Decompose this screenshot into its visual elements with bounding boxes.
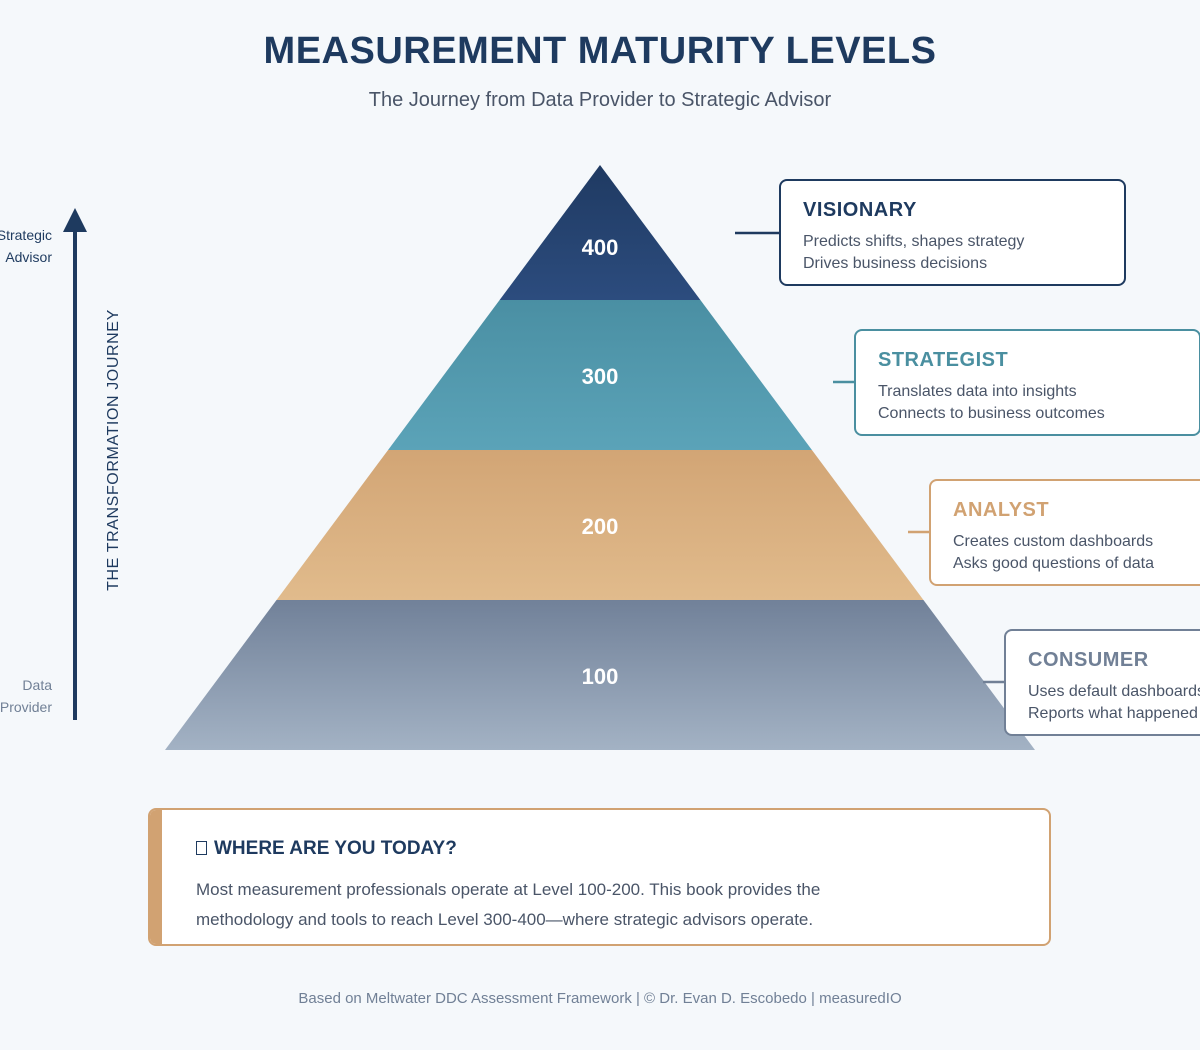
axis-bottom-label-line-1: Data bbox=[22, 677, 52, 693]
level-card-line: Predicts shifts, shapes strategy bbox=[803, 233, 1025, 250]
level-card-strategist: STRATEGIST Translates data into insights… bbox=[854, 329, 1200, 436]
axis-bottom-label-line-2: Provider bbox=[0, 699, 52, 715]
tier-level-number: 300 bbox=[582, 364, 619, 389]
level-card-title: CONSUMER bbox=[1028, 649, 1149, 671]
callout-text: Most measurement professionals operate a… bbox=[196, 880, 821, 929]
level-card-line: Drives business decisions bbox=[803, 255, 988, 272]
level-card-analyst: ANALYST Creates custom dashboards Asks g… bbox=[929, 479, 1200, 586]
pyramid-tier-100 bbox=[165, 600, 1035, 750]
where-are-you-today-callout: WHERE ARE YOU TODAY? Most measurement pr… bbox=[148, 808, 1051, 946]
pyramid-tier-300 bbox=[388, 300, 812, 450]
level-card-title: VISIONARY bbox=[803, 199, 917, 221]
tier-level-number: 200 bbox=[582, 514, 619, 539]
page-subtitle: The Journey from Data Provider to Strate… bbox=[368, 89, 832, 111]
level-card-title: STRATEGIST bbox=[878, 349, 1009, 371]
axis-top-label-line-2: Advisor bbox=[5, 249, 52, 265]
tier-level-number: 400 bbox=[582, 235, 619, 260]
axis-bottom-label: Data Provider bbox=[0, 674, 52, 718]
level-card-visionary: VISIONARY Predicts shifts, shapes strate… bbox=[779, 179, 1126, 286]
pyramid-tier-400 bbox=[499, 165, 701, 300]
journey-arrow-head-icon bbox=[63, 208, 87, 232]
axis-top-label: Strategic Advisor bbox=[0, 224, 52, 268]
level-card-line: Connects to business outcomes bbox=[878, 405, 1105, 422]
footer-credit: Based on Meltwater DDC Assessment Framew… bbox=[298, 990, 902, 1007]
level-card-line: Reports what happened bbox=[1028, 705, 1198, 722]
level-card-line: Translates data into insights bbox=[878, 383, 1077, 400]
callout-accent-bar bbox=[150, 810, 162, 944]
callout-heading-text: WHERE ARE YOU TODAY? bbox=[214, 838, 457, 859]
placeholder-glyph-icon bbox=[196, 841, 207, 855]
level-card-consumer: CONSUMER Uses default dashboards Reports… bbox=[1004, 629, 1200, 736]
level-card-line: Asks good questions of data bbox=[953, 555, 1155, 572]
axis-top-label-line-1: Strategic bbox=[0, 227, 52, 243]
pyramid-tier-200 bbox=[276, 450, 924, 600]
journey-axis-label: THE TRANSFORMATION JOURNEY bbox=[105, 309, 122, 591]
callout-heading: WHERE ARE YOU TODAY? bbox=[196, 838, 457, 860]
page-title: MEASUREMENT MATURITY LEVELS bbox=[263, 30, 937, 72]
level-card-line: Uses default dashboards bbox=[1028, 683, 1200, 700]
level-card-line: Creates custom dashboards bbox=[953, 533, 1154, 550]
level-card-title: ANALYST bbox=[953, 499, 1050, 521]
tier-level-number: 100 bbox=[582, 664, 619, 689]
